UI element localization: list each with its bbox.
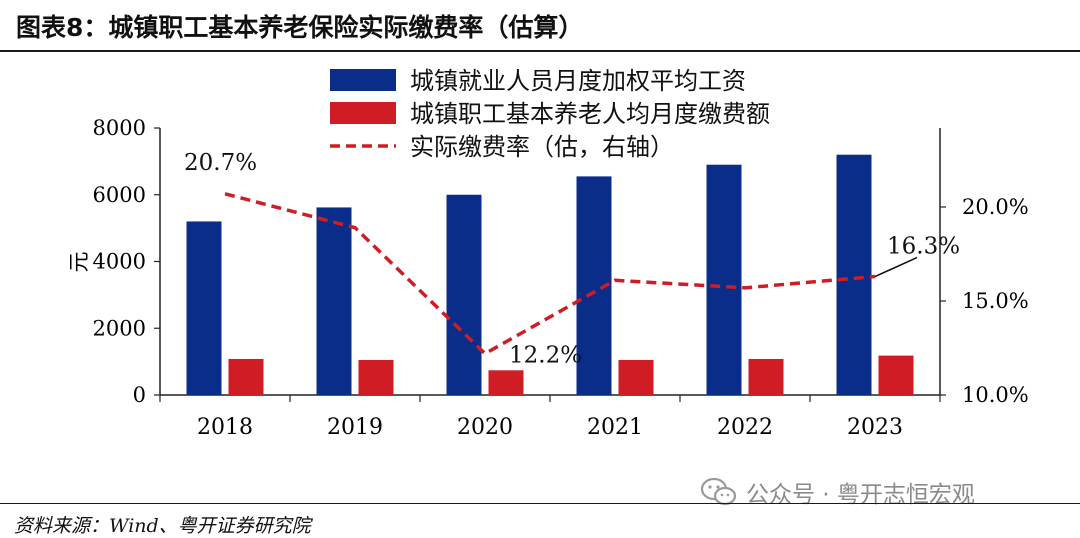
x-tick-label: 2019 bbox=[327, 415, 383, 440]
bar-contribution bbox=[489, 370, 524, 395]
bar-wage bbox=[837, 155, 872, 395]
y-tick-label-left: 4000 bbox=[93, 250, 146, 274]
bar-wage bbox=[447, 195, 482, 395]
y-tick-label-left: 6000 bbox=[93, 183, 146, 207]
y-tick-label-right: 15.0% bbox=[962, 289, 1029, 313]
annotation-label: 12.2% bbox=[509, 343, 582, 369]
y-tick-label-right: 20.0% bbox=[962, 195, 1029, 219]
legend-label: 城镇就业人员月度加权平均工资 bbox=[410, 67, 746, 95]
annotation-label: 20.7% bbox=[184, 150, 257, 176]
y-tick-label-left: 0 bbox=[133, 383, 146, 407]
y-tick-label-left: 8000 bbox=[93, 116, 146, 140]
bar-wage bbox=[707, 165, 742, 395]
bar-wage bbox=[187, 221, 222, 395]
legend-swatch-wage bbox=[330, 69, 396, 91]
bar-contribution bbox=[619, 360, 654, 395]
y-tick-label-left: 2000 bbox=[93, 316, 146, 340]
x-tick-label: 2020 bbox=[457, 415, 513, 440]
annotation-leader bbox=[875, 258, 917, 277]
legend-swatch-contribution bbox=[330, 102, 396, 124]
x-tick-label: 2018 bbox=[197, 415, 253, 440]
bar-contribution bbox=[229, 359, 264, 395]
bar-contribution bbox=[879, 356, 914, 395]
bar-wage bbox=[317, 207, 352, 395]
x-tick-label: 2022 bbox=[717, 415, 773, 440]
annotation-label: 16.3% bbox=[887, 234, 960, 260]
bar-contribution bbox=[749, 359, 784, 395]
x-tick-label: 2021 bbox=[587, 415, 643, 440]
legend-label: 城镇职工基本养老人均月度缴费额 bbox=[410, 100, 770, 128]
y-tick-label-right: 10.0% bbox=[962, 383, 1029, 407]
source-bar: 资料来源：Wind、粤开证券研究院 bbox=[0, 503, 1080, 538]
x-tick-label: 2023 bbox=[847, 415, 903, 440]
bar-contribution bbox=[359, 360, 394, 395]
source-note: 资料来源：Wind、粤开证券研究院 bbox=[14, 511, 311, 538]
legend-label: 实际缴费率（估，右轴） bbox=[410, 133, 674, 161]
y-axis-title: 元 bbox=[67, 252, 91, 273]
